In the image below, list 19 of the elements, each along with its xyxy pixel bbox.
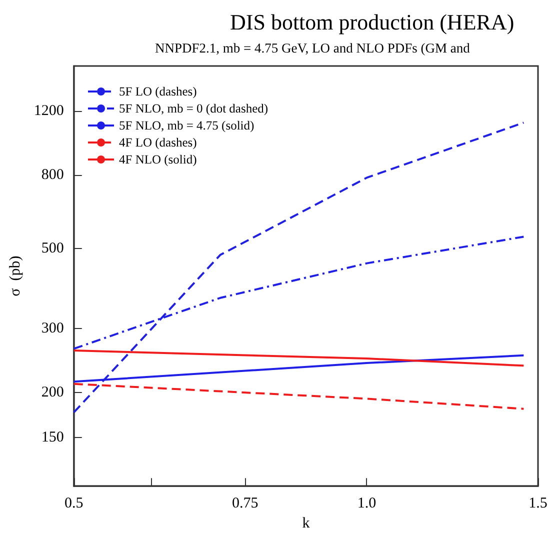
y-tick-label: 800 (41, 166, 64, 183)
x-tick-label: 0.5 (64, 496, 84, 512)
legend-label: 5F NLO, mb = 4.75 (solid) (119, 118, 254, 132)
x-tick-label: 0.75 (232, 496, 258, 512)
legend-label: 5F LO (dashes) (119, 84, 197, 98)
x-tick-label: 1.5 (528, 496, 548, 512)
y-tick-label: 1200 (34, 103, 64, 120)
chart-subtitle: NNPDF2.1, mb = 4.75 GeV, LO and NLO PDFs (GM and (155, 40, 470, 56)
legend-label: 5F NLO, mb = 0 (dot dashed) (119, 102, 268, 116)
chart-title: DIS bottom production (HERA) (230, 10, 514, 34)
y-tick-label: 500 (41, 240, 64, 257)
legend-label: 4F NLO (solid) (119, 152, 197, 166)
y-tick-label: 200 (41, 384, 64, 400)
x-axis-title: k (302, 516, 310, 532)
y-axis-title: σ (pb) (8, 256, 24, 296)
x-tick-label: 1.0 (357, 496, 376, 512)
legend-label: 4F LO (dashes) (119, 136, 197, 150)
y-tick-label: 300 (41, 320, 64, 337)
y-tick-label: 150 (41, 429, 64, 446)
